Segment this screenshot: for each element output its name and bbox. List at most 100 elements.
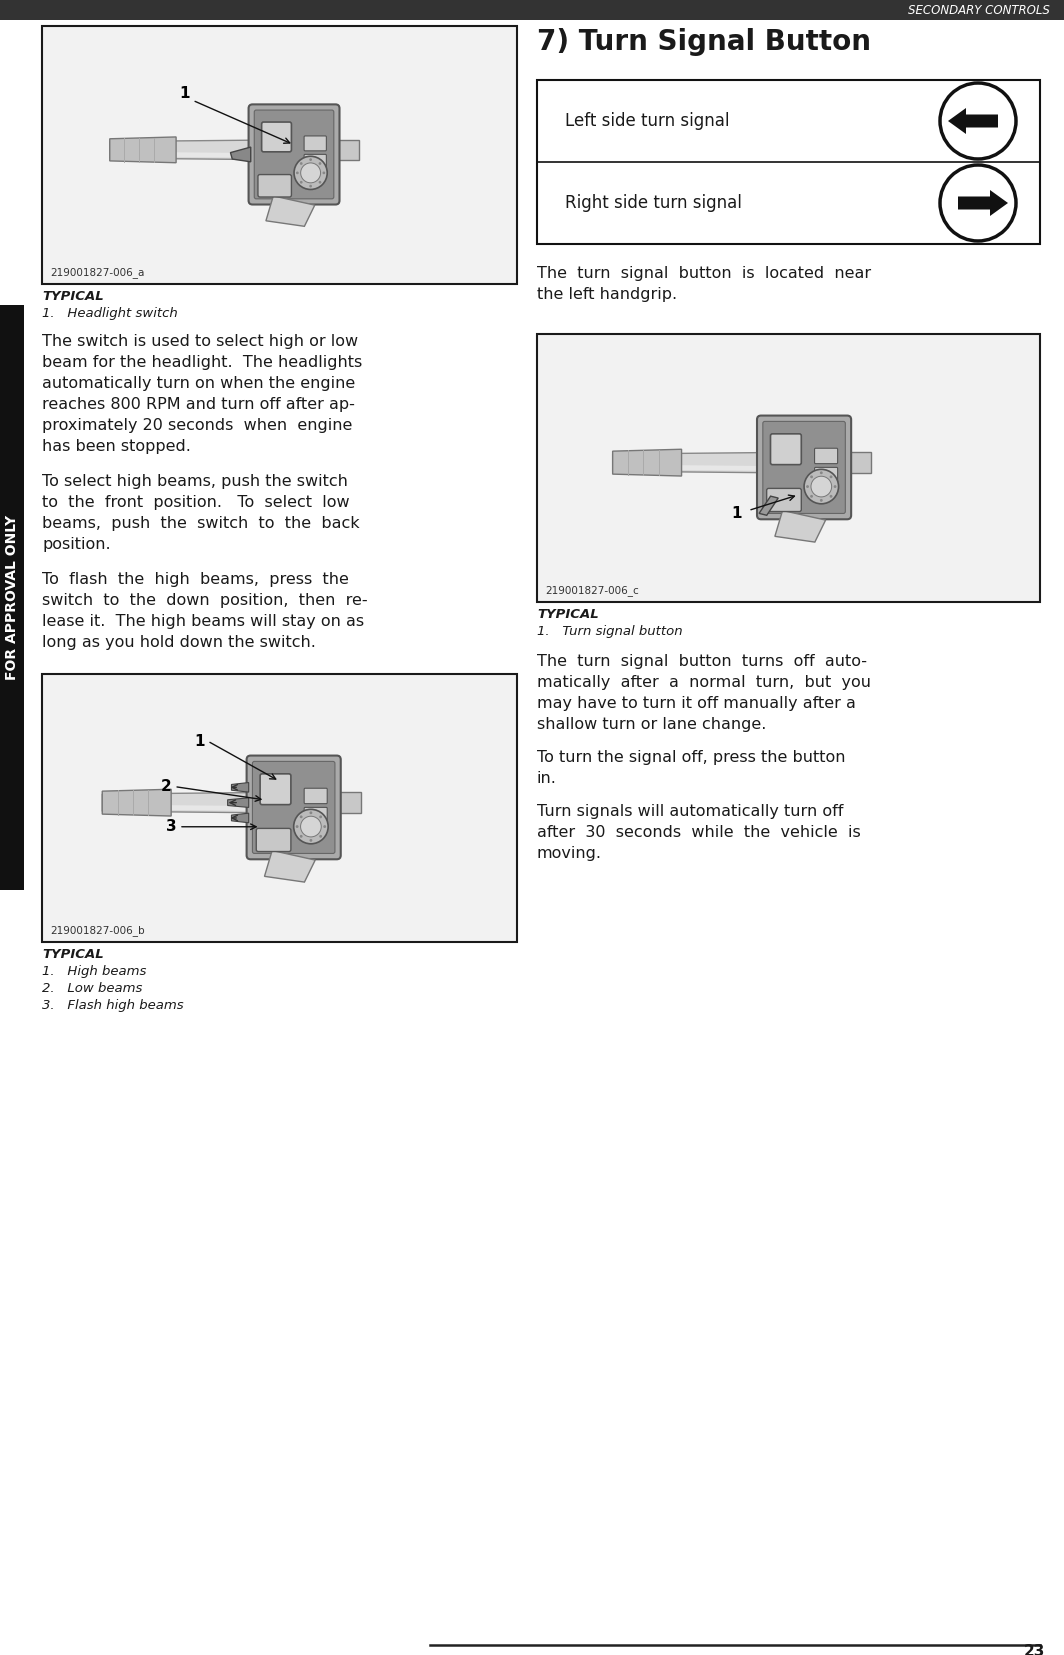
- Text: 1.   Turn signal button: 1. Turn signal button: [537, 626, 683, 639]
- FancyBboxPatch shape: [260, 775, 290, 804]
- Text: 1.   Headlight switch: 1. Headlight switch: [41, 306, 178, 319]
- Polygon shape: [102, 789, 171, 816]
- Text: 1.   High beams: 1. High beams: [41, 965, 147, 978]
- Text: moving.: moving.: [537, 846, 602, 861]
- Polygon shape: [232, 813, 249, 823]
- FancyBboxPatch shape: [249, 104, 339, 205]
- Circle shape: [310, 811, 313, 814]
- Circle shape: [323, 826, 327, 828]
- Text: 23: 23: [1024, 1645, 1045, 1655]
- FancyBboxPatch shape: [815, 449, 837, 463]
- FancyArrow shape: [948, 108, 998, 134]
- Circle shape: [830, 475, 832, 478]
- Polygon shape: [231, 147, 251, 162]
- Text: reaches 800 RPM and turn off after ap-: reaches 800 RPM and turn off after ap-: [41, 397, 355, 412]
- Text: To turn the signal off, press the button: To turn the signal off, press the button: [537, 750, 846, 765]
- Circle shape: [810, 495, 813, 498]
- Bar: [814, 452, 871, 473]
- Bar: [0, 0, 1064, 20]
- Text: has been stopped.: has been stopped.: [41, 439, 190, 453]
- Text: position.: position.: [41, 536, 111, 553]
- Text: matically  after  a  normal  turn,  but  you: matically after a normal turn, but you: [537, 675, 871, 690]
- FancyBboxPatch shape: [256, 829, 290, 852]
- FancyBboxPatch shape: [304, 808, 328, 823]
- Circle shape: [834, 485, 836, 488]
- Text: automatically turn on when the engine: automatically turn on when the engine: [41, 376, 355, 391]
- Circle shape: [300, 162, 302, 166]
- Circle shape: [301, 162, 320, 182]
- Text: 1: 1: [731, 506, 742, 521]
- Polygon shape: [266, 195, 315, 227]
- Circle shape: [322, 172, 326, 174]
- Circle shape: [319, 816, 322, 818]
- Text: 3: 3: [166, 819, 177, 834]
- Circle shape: [294, 156, 328, 189]
- Bar: [303, 139, 359, 161]
- Bar: [537, 334, 1040, 602]
- FancyBboxPatch shape: [815, 467, 837, 483]
- FancyBboxPatch shape: [763, 422, 845, 513]
- Bar: [41, 674, 517, 942]
- Polygon shape: [102, 793, 303, 813]
- Text: beams,  push  the  switch  to  the  back: beams, push the switch to the back: [41, 516, 360, 531]
- Text: 2.   Low beams: 2. Low beams: [41, 983, 143, 996]
- Circle shape: [300, 180, 302, 184]
- FancyBboxPatch shape: [304, 154, 327, 169]
- FancyBboxPatch shape: [757, 415, 851, 520]
- Text: 1: 1: [195, 733, 204, 748]
- Ellipse shape: [940, 166, 1016, 242]
- Text: in.: in.: [537, 771, 556, 786]
- Text: The  turn  signal  button  turns  off  auto-: The turn signal button turns off auto-: [537, 654, 867, 669]
- Circle shape: [310, 159, 312, 161]
- Polygon shape: [110, 152, 303, 159]
- Polygon shape: [228, 798, 249, 808]
- Text: 1: 1: [179, 86, 189, 101]
- Text: To select high beams, push the switch: To select high beams, push the switch: [41, 473, 348, 488]
- Circle shape: [300, 816, 302, 818]
- Circle shape: [310, 185, 312, 187]
- Text: SECONDARY CONTROLS: SECONDARY CONTROLS: [909, 3, 1050, 17]
- FancyBboxPatch shape: [767, 488, 801, 511]
- Bar: [303, 793, 361, 813]
- Circle shape: [810, 475, 813, 478]
- Circle shape: [820, 498, 822, 501]
- Text: long as you hold down the switch.: long as you hold down the switch.: [41, 636, 316, 650]
- Text: proximately 20 seconds  when  engine: proximately 20 seconds when engine: [41, 419, 352, 434]
- Circle shape: [300, 816, 321, 837]
- Bar: [41, 26, 517, 285]
- Text: Turn signals will automatically turn off: Turn signals will automatically turn off: [537, 804, 844, 819]
- FancyBboxPatch shape: [304, 788, 328, 804]
- Polygon shape: [102, 804, 303, 811]
- Circle shape: [830, 495, 832, 498]
- Text: 219001827-006_c: 219001827-006_c: [545, 586, 638, 596]
- Text: the left handgrip.: the left handgrip.: [537, 286, 677, 301]
- Text: TYPICAL: TYPICAL: [537, 607, 599, 621]
- Bar: [0, 305, 24, 890]
- Text: switch  to  the  down  position,  then  re-: switch to the down position, then re-: [41, 592, 368, 607]
- FancyBboxPatch shape: [247, 756, 340, 859]
- Circle shape: [319, 834, 322, 837]
- Polygon shape: [232, 783, 249, 793]
- Text: The switch is used to select high or low: The switch is used to select high or low: [41, 334, 359, 349]
- Text: lease it.  The high beams will stay on as: lease it. The high beams will stay on as: [41, 614, 364, 629]
- Text: FOR APPROVAL ONLY: FOR APPROVAL ONLY: [5, 515, 19, 680]
- Text: To  flash  the  high  beams,  press  the: To flash the high beams, press the: [41, 573, 349, 588]
- Circle shape: [294, 809, 328, 844]
- Polygon shape: [759, 496, 778, 515]
- FancyBboxPatch shape: [770, 434, 801, 465]
- Polygon shape: [110, 139, 303, 161]
- Circle shape: [807, 485, 809, 488]
- FancyBboxPatch shape: [257, 174, 292, 197]
- FancyBboxPatch shape: [254, 111, 334, 199]
- Text: 2: 2: [161, 780, 171, 794]
- Text: Left side turn signal: Left side turn signal: [565, 113, 730, 131]
- Bar: [537, 79, 1040, 243]
- Text: may have to turn it off manually after a: may have to turn it off manually after a: [537, 697, 855, 712]
- Text: 7) Turn Signal Button: 7) Turn Signal Button: [537, 28, 871, 56]
- Text: to  the  front  position.   To  select  low: to the front position. To select low: [41, 495, 350, 510]
- Text: The  turn  signal  button  is  located  near: The turn signal button is located near: [537, 266, 871, 281]
- Polygon shape: [613, 452, 814, 473]
- Text: 219001827-006_b: 219001827-006_b: [50, 925, 145, 937]
- Polygon shape: [110, 137, 177, 162]
- Circle shape: [300, 834, 302, 837]
